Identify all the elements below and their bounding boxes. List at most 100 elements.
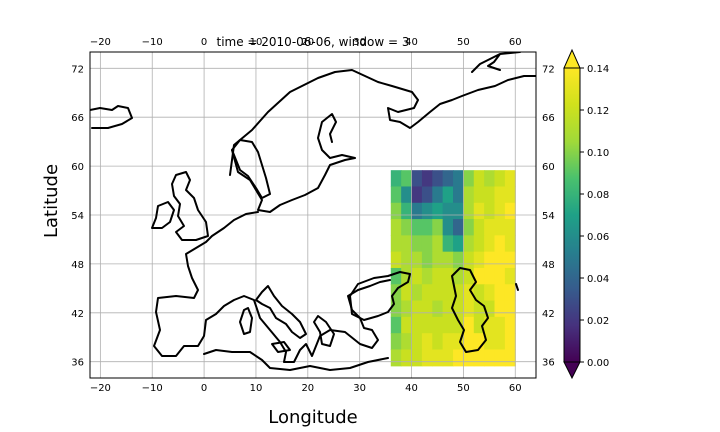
- heatmap-cell: [401, 186, 413, 204]
- heatmap-cell: [504, 267, 516, 285]
- heatmap-cell: [504, 284, 516, 302]
- heatmap-cell: [421, 316, 433, 334]
- x-tick-label-top: −10: [142, 37, 163, 48]
- heatmap-cell: [473, 186, 485, 204]
- colorbar-tick-label: 0.06: [587, 232, 609, 243]
- heatmap-cell: [453, 235, 464, 253]
- heatmap-cell: [401, 202, 413, 220]
- heatmap-cell: [504, 170, 516, 188]
- heatmap-cell: [494, 267, 506, 285]
- x-tick-label-bottom: 30: [353, 383, 366, 394]
- coastline-sicily: [271, 341, 291, 353]
- heatmap-cell: [442, 186, 454, 204]
- heatmap-cell: [463, 267, 475, 285]
- heatmap-cell: [494, 219, 506, 236]
- x-tick-label-bottom: 60: [509, 383, 522, 394]
- heatmap-cell: [411, 219, 423, 236]
- x-tick-label-bottom: 20: [301, 383, 314, 394]
- heatmap-cell: [421, 170, 433, 188]
- heatmap-cell: [411, 170, 423, 188]
- heatmap-cell: [473, 349, 485, 367]
- coastlines: [90, 52, 536, 371]
- gridlines: [90, 52, 536, 378]
- heatmap-cell: [390, 186, 402, 204]
- y-axis-label: Latitude: [41, 164, 62, 238]
- colorbar-extend-max: [563, 48, 581, 69]
- heatmap: [390, 170, 516, 367]
- x-tick-label-top: 40: [405, 37, 418, 48]
- heatmap-cell: [432, 284, 444, 302]
- heatmap-cell: [432, 267, 444, 285]
- heatmap-cell: [421, 284, 433, 302]
- heatmap-cell: [453, 284, 464, 302]
- heatmap-cell: [411, 251, 423, 269]
- colorbar: 0.00 0.02 0.04 0.06 0.08 0.10 0.12 0.14: [563, 48, 609, 380]
- heatmap-cell: [432, 235, 444, 253]
- heatmap-cell: [442, 333, 454, 351]
- heatmap-cell: [453, 170, 464, 188]
- y-tick-label-right: 42: [542, 309, 555, 320]
- heatmap-cell: [484, 186, 496, 204]
- heatmap-cell: [453, 316, 464, 334]
- heatmap-cell: [411, 235, 423, 253]
- heatmap-cell: [484, 316, 496, 334]
- heatmap-cell: [411, 267, 423, 285]
- heatmap-cell: [463, 349, 475, 367]
- heatmap-cell: [504, 316, 516, 334]
- coastline-norway-south: [231, 139, 271, 199]
- heatmap-cell: [463, 284, 475, 302]
- coastline-mediterranean-south: [203, 349, 389, 371]
- heatmap-cell: [432, 300, 444, 318]
- heatmap-cell: [390, 235, 402, 253]
- x-axis-label: Longitude: [268, 407, 358, 428]
- heatmap-cell: [390, 300, 402, 318]
- heatmap-cell: [390, 267, 402, 285]
- heatmap-cell: [463, 300, 475, 318]
- heatmap-cell: [463, 251, 475, 269]
- heatmap-cell: [421, 251, 433, 269]
- y-tick-label-left: 36: [71, 358, 84, 369]
- heatmap-cell: [484, 202, 496, 220]
- heatmap-cell: [401, 300, 413, 318]
- heatmap-cell: [504, 349, 516, 367]
- heatmap-cell: [421, 202, 433, 220]
- heatmap-cell: [494, 316, 506, 334]
- heatmap-cell: [453, 219, 464, 236]
- heatmap-cell: [473, 251, 485, 269]
- heatmap-cell: [401, 170, 413, 188]
- heatmap-cell: [442, 267, 454, 285]
- x-tick-label-top: −20: [90, 37, 111, 48]
- heatmap-cell: [504, 333, 516, 351]
- heatmap-cell: [442, 202, 454, 220]
- heatmap-cell: [432, 251, 444, 269]
- heatmap-cell: [442, 349, 454, 367]
- y-tick-label-left: 66: [71, 113, 84, 124]
- y-ticks-right: 36 42 48 54 60 66 72: [542, 64, 555, 368]
- colorbar-body: [563, 67, 581, 363]
- y-tick-label-right: 36: [542, 358, 555, 369]
- x-tick-label-top: 20: [301, 37, 314, 48]
- heatmap-cell: [473, 235, 485, 253]
- colorbar-tick-label: 0.10: [587, 148, 609, 159]
- heatmap-cell: [484, 251, 496, 269]
- heatmap-cell: [421, 267, 433, 285]
- heatmap-cell: [421, 235, 433, 253]
- x-tick-label-top: 30: [353, 37, 366, 48]
- heatmap-cell: [411, 284, 423, 302]
- heatmap-cell: [453, 349, 464, 367]
- coastline-western-europe: [153, 211, 391, 363]
- heatmap-cell: [442, 284, 454, 302]
- heatmap-cell: [401, 251, 413, 269]
- heatmap-cell: [411, 316, 423, 334]
- heatmap-cell: [432, 316, 444, 334]
- heatmap-cell: [494, 235, 506, 253]
- heatmap-cell: [401, 316, 413, 334]
- heatmap-cell: [504, 300, 516, 318]
- heatmap-cell: [401, 267, 413, 285]
- heatmap-cell: [484, 170, 496, 188]
- heatmap-cell: [473, 284, 485, 302]
- heatmap-cell: [390, 219, 402, 236]
- heatmap-cell: [504, 186, 516, 204]
- colorbar-tick-label: 0.00: [587, 358, 609, 369]
